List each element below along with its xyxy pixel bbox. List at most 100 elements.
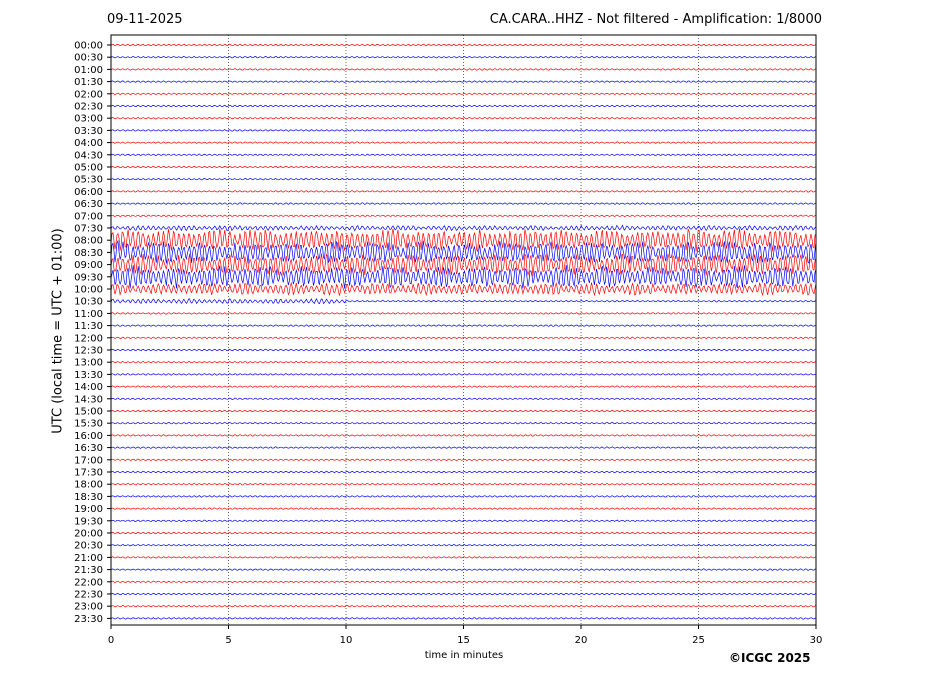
- trace-17:30: [110, 470, 817, 474]
- y-tick-label-20:00: 20:00: [74, 529, 103, 540]
- trace-06:30: [110, 202, 817, 205]
- y-tick-label-22:00: 22:00: [74, 577, 103, 588]
- trace-21:00: [110, 556, 817, 559]
- y-tick-label-15:30: 15:30: [74, 419, 103, 430]
- trace-01:00: [110, 68, 817, 71]
- trace-00:30: [110, 55, 817, 59]
- y-tick-label-09:00: 09:00: [74, 260, 103, 271]
- y-tick-label-20:30: 20:30: [74, 541, 103, 552]
- y-tick-label-07:30: 07:30: [74, 224, 103, 235]
- y-tick-label-19:30: 19:30: [74, 516, 103, 527]
- y-tick-label-21:00: 21:00: [74, 553, 103, 564]
- trace-19:00: [110, 507, 817, 510]
- trace-05:30: [110, 177, 817, 181]
- trace-01:30: [110, 80, 817, 83]
- trace-20:30: [110, 543, 817, 547]
- plot-frame: [110, 34, 817, 626]
- y-tick-label-15:00: 15:00: [74, 407, 103, 418]
- y-tick-label-08:00: 08:00: [74, 236, 103, 247]
- y-tick-label-18:00: 18:00: [74, 480, 103, 491]
- trace-07:00: [110, 214, 817, 218]
- y-tick-label-18:30: 18:30: [74, 492, 103, 503]
- y-tick-label-10:30: 10:30: [74, 297, 103, 308]
- trace-13:30: [110, 373, 817, 376]
- trace-05:00: [110, 165, 817, 169]
- y-tick-label-05:00: 05:00: [74, 163, 103, 174]
- trace-17:00: [110, 458, 817, 462]
- trace-16:00: [110, 434, 817, 437]
- trace-14:30: [110, 397, 817, 401]
- y-tick-label-14:30: 14:30: [74, 394, 103, 405]
- y-tick-label-00:00: 00:00: [74, 41, 103, 52]
- trace-02:00: [110, 92, 817, 96]
- trace-00:00: [110, 43, 817, 47]
- y-tick-label-00:30: 00:30: [74, 53, 103, 64]
- x-tick-label-5: 5: [225, 635, 231, 646]
- grid-lines: [228, 35, 699, 625]
- trace-10:30: [110, 297, 817, 305]
- y-tick-label-04:30: 04:30: [74, 150, 103, 161]
- trace-03:30: [110, 129, 817, 132]
- y-tick-label-16:00: 16:00: [74, 431, 103, 442]
- trace-10:00: [110, 281, 817, 297]
- trace-07:30: [110, 224, 817, 232]
- trace-15:30: [110, 421, 817, 425]
- x-tick-label-20: 20: [575, 635, 588, 646]
- date-label: 09-11-2025: [107, 12, 183, 27]
- trace-16:30: [110, 446, 817, 449]
- y-tick-label-06:30: 06:30: [74, 199, 103, 210]
- y-tick-label-05:30: 05:30: [74, 175, 103, 186]
- traces: [110, 43, 817, 620]
- x-axis-label: time in minutes: [424, 650, 504, 661]
- x-tick-label-15: 15: [457, 635, 470, 646]
- y-tick-label-02:30: 02:30: [74, 102, 103, 113]
- trace-23:00: [110, 604, 817, 608]
- y-tick-label-11:00: 11:00: [74, 309, 103, 320]
- copyright-text: ©ICGC 2025: [729, 651, 811, 665]
- trace-02:30: [110, 104, 817, 108]
- y-tick-label-11:30: 11:30: [74, 321, 103, 332]
- x-tick-label-10: 10: [340, 635, 353, 646]
- y-tick-label-13:30: 13:30: [74, 370, 103, 381]
- y-tick-label-08:30: 08:30: [74, 248, 103, 259]
- trace-12:30: [110, 348, 817, 352]
- trace-03:00: [110, 116, 817, 120]
- trace-20:00: [110, 531, 817, 535]
- y-tick-label-21:30: 21:30: [74, 565, 103, 576]
- trace-18:00: [110, 482, 817, 486]
- y-tick-label-03:00: 03:00: [74, 114, 103, 125]
- trace-08:30: [110, 239, 817, 264]
- trace-11:00: [110, 312, 817, 315]
- y-tick-label-22:30: 22:30: [74, 590, 103, 601]
- trace-19:30: [110, 519, 817, 523]
- trace-23:30: [110, 617, 817, 620]
- trace-22:30: [110, 592, 817, 596]
- y-tick-label-12:00: 12:00: [74, 333, 103, 344]
- trace-21:30: [110, 568, 817, 571]
- trace-22:00: [110, 580, 817, 584]
- trace-12:00: [110, 336, 817, 340]
- y-tick-label-12:30: 12:30: [74, 346, 103, 357]
- y-tick-label-16:30: 16:30: [74, 443, 103, 454]
- y-tick-label-17:30: 17:30: [74, 468, 103, 479]
- x-axis: 0 5 10 15 20 25 30: [108, 625, 822, 646]
- trace-08:00: [110, 228, 817, 252]
- trace-04:30: [110, 153, 817, 157]
- y-tick-label-23:30: 23:30: [74, 614, 103, 625]
- y-tick-label-01:30: 01:30: [74, 77, 103, 88]
- x-tick-label-0: 0: [108, 635, 114, 646]
- y-tick-label-10:00: 10:00: [74, 285, 103, 296]
- y-tick-label-09:30: 09:30: [74, 272, 103, 283]
- y-tick-label-07:00: 07:00: [74, 211, 103, 222]
- chart-title: CA.CARA..HHZ - Not filtered - Amplificat…: [489, 12, 822, 27]
- trace-13:00: [110, 360, 817, 364]
- trace-09:00: [110, 253, 817, 277]
- y-tick-label-06:00: 06:00: [74, 187, 103, 198]
- trace-09:30: [110, 264, 817, 289]
- y-tick-label-14:00: 14:00: [74, 382, 103, 393]
- y-tick-label-04:00: 04:00: [74, 138, 103, 149]
- x-tick-label-25: 25: [692, 635, 705, 646]
- y-axis-label: UTC (local time = UTC + 01:00): [50, 228, 66, 434]
